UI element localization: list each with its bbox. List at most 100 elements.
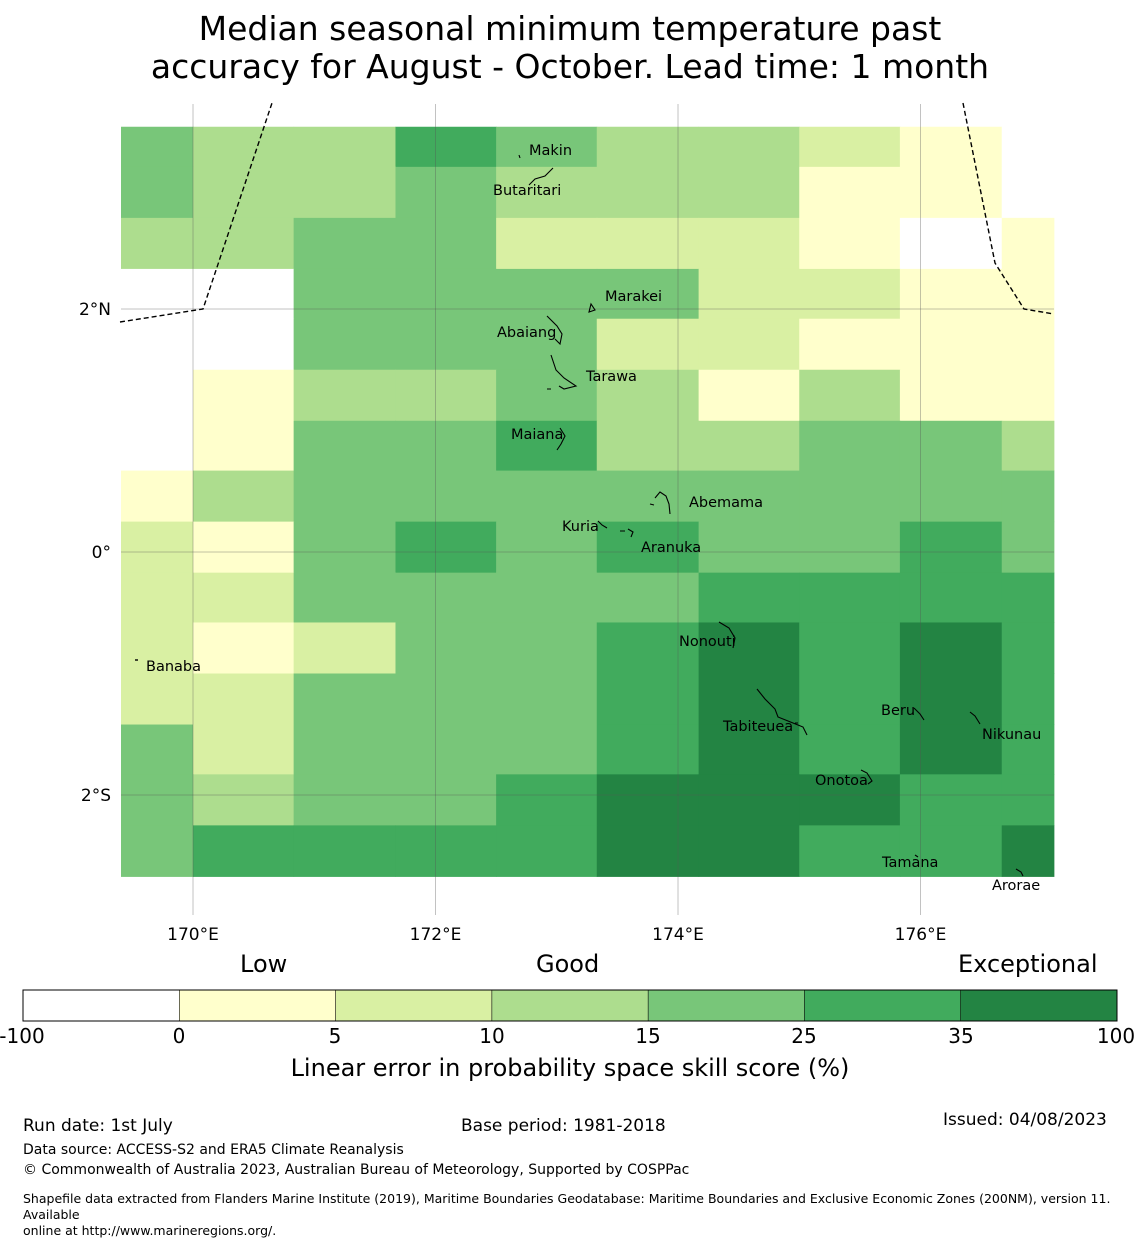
- grid-cell: [496, 268, 598, 320]
- grid-cell: [193, 470, 295, 523]
- grid-cell: [698, 166, 800, 219]
- grid-cell: [121, 217, 194, 270]
- grid-cell: [698, 521, 800, 574]
- island-label-butaritari: Butaritari: [493, 183, 561, 199]
- grid-cell: [698, 825, 800, 877]
- island-labels: Makin Butaritari Marakei Abaiang Tarawa Maian…: [146, 143, 1041, 894]
- grid-cell: [121, 774, 194, 826]
- grid-cell: [193, 622, 295, 674]
- grid-cell: [193, 420, 295, 472]
- grid-cell: [899, 774, 1003, 826]
- grid-cell: [799, 572, 901, 623]
- grid-cell: [799, 825, 901, 877]
- grid-cell: [121, 572, 194, 623]
- grid-cell: [1001, 622, 1055, 674]
- grid-cell: [193, 673, 295, 726]
- island-label-tarawa: Tarawa: [585, 369, 637, 385]
- grid-cell: [121, 268, 194, 320]
- grid-cell: [121, 126, 194, 168]
- grid-cell: [698, 673, 800, 726]
- grid-cell: [1001, 825, 1055, 877]
- colorbar-frame: [22, 989, 1118, 1022]
- grid-cell: [596, 622, 700, 674]
- title-line-1: Median seasonal minimum temperature past: [198, 9, 942, 48]
- grid-cell: [121, 673, 194, 726]
- grid-cell: [496, 825, 598, 877]
- grid-cell: [293, 268, 396, 320]
- grid-cell: [799, 217, 901, 270]
- grid-cell: [121, 166, 194, 219]
- island-label-marakei: Marakei: [605, 289, 662, 305]
- grid-cell: [395, 673, 497, 726]
- grid-cell: [596, 572, 700, 623]
- grid-cell: [799, 318, 901, 371]
- grid-cell: [395, 724, 497, 775]
- island-label-nonouti: Nonouti: [679, 634, 736, 650]
- grid-cell: [596, 774, 700, 826]
- grid-cell: [395, 825, 497, 877]
- grid-cell: [395, 420, 497, 472]
- grid-cell: [899, 825, 1003, 877]
- graticule: [121, 104, 1054, 915]
- grid-cell: [899, 268, 1003, 320]
- shapefile-credit-line-2: online at http://www.marineregions.org/.: [23, 1223, 277, 1238]
- grid-cell: [899, 622, 1003, 674]
- island-shape-maiana: [556, 427, 566, 451]
- grid-cell: [193, 825, 295, 877]
- data-source: Data source: ACCESS-S2 and ERA5 Climate …: [23, 1142, 404, 1158]
- grid-cell: [899, 217, 1003, 270]
- island-shape-tamana: [914, 854, 919, 858]
- grid-cell: [698, 724, 800, 775]
- grid-cell: [799, 774, 901, 826]
- island-shape-onotoa: [860, 769, 873, 785]
- grid-cell: [293, 470, 396, 523]
- island-shape-arorae: [1015, 868, 1024, 877]
- grid-cell: [293, 126, 396, 168]
- grid-cell: [496, 521, 598, 574]
- grid-cell: [1001, 318, 1055, 371]
- grid-cell: [193, 572, 295, 623]
- grid-cell: [395, 126, 497, 168]
- grid-cell: [293, 724, 396, 775]
- grid-cell: [496, 420, 598, 472]
- grid-cell: [121, 369, 194, 422]
- grid-cell: [596, 825, 700, 877]
- grid-cell: [799, 126, 901, 168]
- title-line-2: accuracy for August - October. Lead time…: [150, 47, 990, 86]
- grid-cell: [293, 572, 396, 623]
- colorbar-segment: [491, 990, 649, 1021]
- grid-cell: [1001, 572, 1055, 623]
- island-label-banaba: Banaba: [146, 659, 201, 675]
- grid-cell: [496, 166, 598, 219]
- eez-boundary-east: [962, 102, 1055, 315]
- grid-cell: [799, 369, 901, 422]
- map-title: Median seasonal minimum temperature past…: [0, 10, 1140, 86]
- grid-cell: [899, 470, 1003, 523]
- grid-cell: [799, 166, 901, 219]
- grid-cell: [1001, 126, 1055, 168]
- colorbar: [22, 989, 1118, 1022]
- grid-cell: [496, 470, 598, 523]
- grid-cell: [496, 318, 598, 371]
- colorbar-tick: -100: [0, 1024, 45, 1048]
- island-label-makin: Makin: [529, 143, 572, 159]
- grid-cell: [799, 673, 901, 726]
- grid-cell: [899, 420, 1003, 472]
- grid-cell: [1001, 268, 1055, 320]
- grid-cell: [698, 470, 800, 523]
- grid-cell: [395, 622, 497, 674]
- grid-cell: [596, 470, 700, 523]
- island-shape-abemama: [649, 491, 671, 515]
- grid-cell: [698, 217, 800, 270]
- colorbar-tick: 35: [948, 1024, 974, 1048]
- island-label-nikunau: Nikunau: [982, 727, 1041, 743]
- shapefile-credit: Shapefile data extracted from Flanders M…: [23, 1191, 1133, 1239]
- colorbar-segment: [648, 990, 805, 1021]
- grid-cell: [698, 774, 800, 826]
- issued-date: Issued: 04/08/2023: [943, 1110, 1107, 1130]
- y-tick-label: 0°: [92, 543, 111, 563]
- grid-cell: [1001, 724, 1055, 775]
- grid-cell: [121, 724, 194, 775]
- grid-cell: [395, 318, 497, 371]
- grid-cell: [293, 369, 396, 422]
